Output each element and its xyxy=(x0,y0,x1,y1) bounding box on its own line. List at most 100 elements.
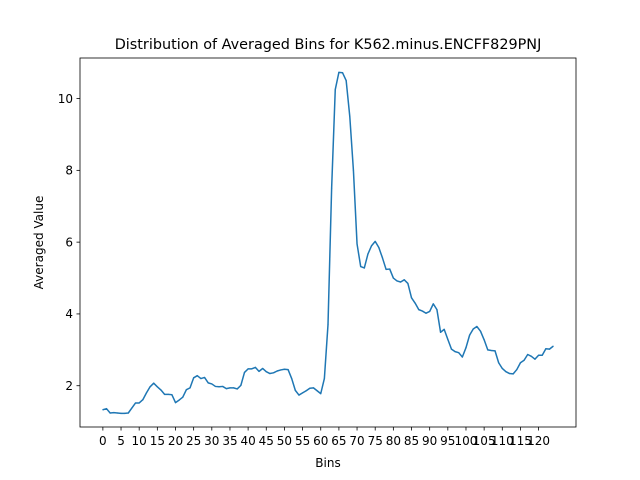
series-layer xyxy=(102,71,554,415)
data-point xyxy=(345,80,347,82)
data-point xyxy=(225,387,227,390)
data-point xyxy=(429,310,431,313)
data-point xyxy=(410,297,413,299)
y-tick-label: 8 xyxy=(65,164,73,178)
data-point xyxy=(360,265,362,268)
data-point xyxy=(381,257,384,259)
x-tick-label: 65 xyxy=(331,434,346,448)
data-point xyxy=(153,382,155,384)
data-point xyxy=(338,71,340,73)
x-tick-label: 45 xyxy=(259,434,274,448)
data-point xyxy=(265,371,267,373)
data-point xyxy=(356,243,358,245)
y-tick-label: 10 xyxy=(58,92,73,106)
data-point xyxy=(105,408,108,410)
data-point xyxy=(262,367,264,370)
data-point xyxy=(298,394,300,396)
data-point xyxy=(407,282,409,285)
data-point xyxy=(403,279,405,281)
x-tick-label: 80 xyxy=(386,434,401,448)
data-point xyxy=(432,303,434,305)
data-point xyxy=(185,389,187,391)
x-tick-label: 5 xyxy=(117,434,125,448)
x-tick-label: 50 xyxy=(277,434,292,448)
data-point xyxy=(363,267,365,269)
data-point xyxy=(102,409,104,411)
data-point xyxy=(538,354,540,356)
data-point xyxy=(196,375,198,377)
data-point xyxy=(498,362,500,364)
x-tick-label: 120 xyxy=(527,434,550,448)
data-point xyxy=(312,387,315,389)
data-point xyxy=(247,368,249,370)
data-point xyxy=(287,368,289,371)
x-tick-label: 15 xyxy=(150,434,165,448)
data-point xyxy=(109,412,111,414)
data-point xyxy=(414,302,416,304)
data-point xyxy=(174,401,177,404)
data-point xyxy=(527,353,529,356)
x-tick-label: 0 xyxy=(99,434,107,448)
data-point xyxy=(352,169,355,171)
data-point xyxy=(374,240,376,243)
data-point xyxy=(134,402,137,404)
data-point xyxy=(389,268,391,270)
data-point xyxy=(476,325,478,328)
data-point xyxy=(272,372,275,374)
chart-title: Distribution of Averaged Bins for K562.m… xyxy=(115,37,542,53)
data-point xyxy=(283,368,286,370)
data-point xyxy=(305,390,307,392)
x-tick-label: 35 xyxy=(222,434,237,448)
y-axis-ticks: 2 4 6 8 10 xyxy=(58,92,80,393)
data-point xyxy=(349,115,351,118)
data-point xyxy=(149,386,151,388)
data-point xyxy=(465,347,467,349)
data-point xyxy=(508,372,511,375)
data-point xyxy=(211,383,213,385)
data-point xyxy=(193,377,195,379)
data-point xyxy=(490,349,492,352)
data-point xyxy=(367,253,369,255)
data-point xyxy=(501,367,503,370)
y-tick-label: 4 xyxy=(65,307,73,321)
data-point xyxy=(214,385,217,388)
data-point xyxy=(341,72,344,74)
data-point xyxy=(316,390,318,392)
data-point xyxy=(120,412,122,414)
data-point xyxy=(545,348,547,350)
x-tick-label: 10 xyxy=(132,434,147,448)
data-point xyxy=(421,310,424,312)
data-point xyxy=(534,358,536,360)
x-tick-label: 40 xyxy=(240,434,255,448)
plot-area xyxy=(80,58,576,427)
data-point xyxy=(240,384,242,386)
data-point xyxy=(269,372,271,375)
data-point xyxy=(116,412,118,414)
data-point xyxy=(145,392,148,394)
data-point xyxy=(327,324,329,326)
data-point xyxy=(334,88,336,91)
data-point xyxy=(396,280,398,282)
x-tick-label: 110 xyxy=(491,434,514,448)
data-point xyxy=(142,399,144,401)
data-point xyxy=(258,370,260,372)
data-point xyxy=(439,331,442,333)
data-point xyxy=(301,392,304,394)
data-point xyxy=(131,407,133,409)
plot-frame xyxy=(79,57,577,428)
x-tick-label: 90 xyxy=(422,434,437,448)
data-point xyxy=(218,386,220,388)
data-point xyxy=(443,328,445,330)
data-point xyxy=(370,245,373,247)
x-tick-label: 30 xyxy=(204,434,219,448)
data-point xyxy=(487,349,489,351)
data-point xyxy=(207,382,209,384)
data-point xyxy=(436,309,438,311)
x-tick-label: 100 xyxy=(455,434,478,448)
y-axis-label: Averaged Value xyxy=(32,196,46,290)
x-tick-label: 70 xyxy=(349,434,364,448)
data-point xyxy=(229,387,231,389)
x-tick-label: 115 xyxy=(509,434,532,448)
data-point xyxy=(189,387,191,389)
data-point xyxy=(309,387,311,389)
